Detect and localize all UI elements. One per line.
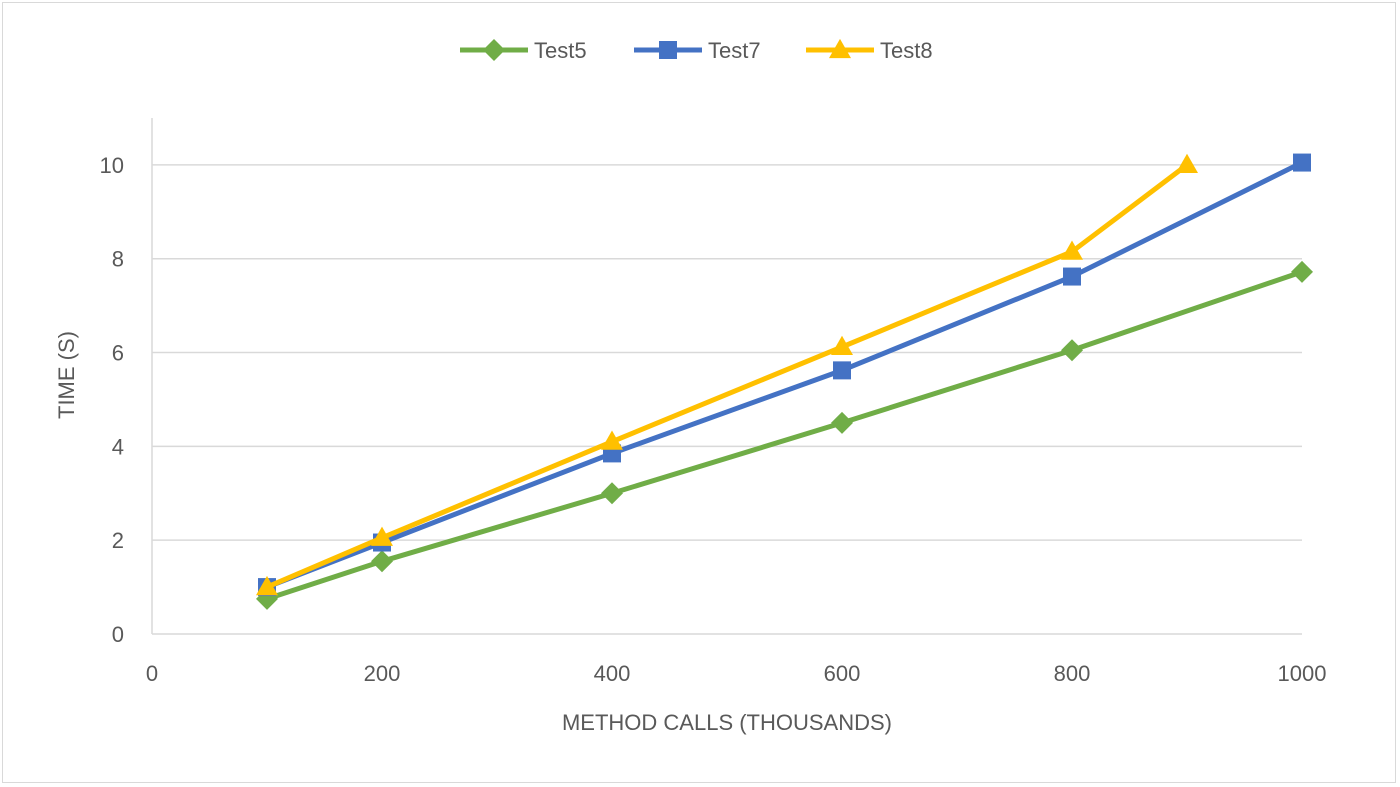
legend-label-test5: Test5 bbox=[534, 38, 587, 63]
data-point-test5 bbox=[371, 550, 393, 573]
series-line-test5 bbox=[264, 269, 1305, 602]
data-point-test5 bbox=[831, 411, 853, 434]
x-tick-label: 200 bbox=[364, 661, 401, 686]
data-point-test7 bbox=[833, 361, 851, 380]
x-axis-title: METHOD CALLS (THOUSANDS) bbox=[562, 710, 892, 735]
data-point-test8 bbox=[601, 430, 623, 450]
x-tick-label: 800 bbox=[1054, 661, 1091, 686]
series-test7 bbox=[258, 153, 1311, 597]
legend-item-test8: Test8 bbox=[806, 38, 933, 63]
data-point-test5 bbox=[1291, 260, 1313, 283]
legend-item-test7: Test7 bbox=[634, 38, 761, 63]
data-point-test7 bbox=[1293, 153, 1311, 172]
series-test8 bbox=[256, 153, 1198, 596]
legend-marker-test7 bbox=[659, 41, 677, 59]
x-tick-label: 400 bbox=[594, 661, 631, 686]
series-test5 bbox=[256, 260, 1313, 610]
series-lines bbox=[256, 153, 1313, 610]
data-point-test5 bbox=[601, 482, 623, 505]
legend-marker-test5 bbox=[483, 39, 505, 61]
x-tick-label: 600 bbox=[824, 661, 861, 686]
x-tick-label: 1000 bbox=[1278, 661, 1327, 686]
legend-item-test5: Test5 bbox=[460, 38, 587, 63]
y-tick-label: 0 bbox=[112, 622, 124, 647]
data-point-test8 bbox=[1061, 240, 1083, 260]
y-tick-label: 2 bbox=[112, 528, 124, 553]
data-point-test5 bbox=[1061, 339, 1083, 362]
data-point-test8 bbox=[1176, 153, 1198, 174]
legend-label-test8: Test8 bbox=[880, 38, 933, 63]
data-point-test8 bbox=[831, 335, 853, 356]
series-line-test7 bbox=[264, 160, 1305, 590]
data-point-test7 bbox=[1063, 267, 1081, 286]
legend: Test5 Test7 Test8 bbox=[460, 38, 933, 63]
y-tick-label: 6 bbox=[112, 341, 124, 366]
y-axis-title: TIME (S) bbox=[54, 331, 79, 419]
y-tick-label: 8 bbox=[112, 247, 124, 272]
axes: 0 2 4 6 8 10 0 200 400 600 800 1000 bbox=[100, 118, 1327, 686]
series-line-test8 bbox=[264, 162, 1190, 590]
x-tick-label: 0 bbox=[146, 661, 158, 686]
data-point-test8 bbox=[371, 526, 393, 546]
gridlines bbox=[152, 164, 1302, 541]
y-tick-label: 4 bbox=[112, 434, 124, 459]
data-point-test8 bbox=[256, 575, 278, 596]
legend-label-test7: Test7 bbox=[708, 38, 761, 63]
y-tick-label: 10 bbox=[100, 153, 124, 178]
legend-marker-test8 bbox=[829, 38, 851, 59]
